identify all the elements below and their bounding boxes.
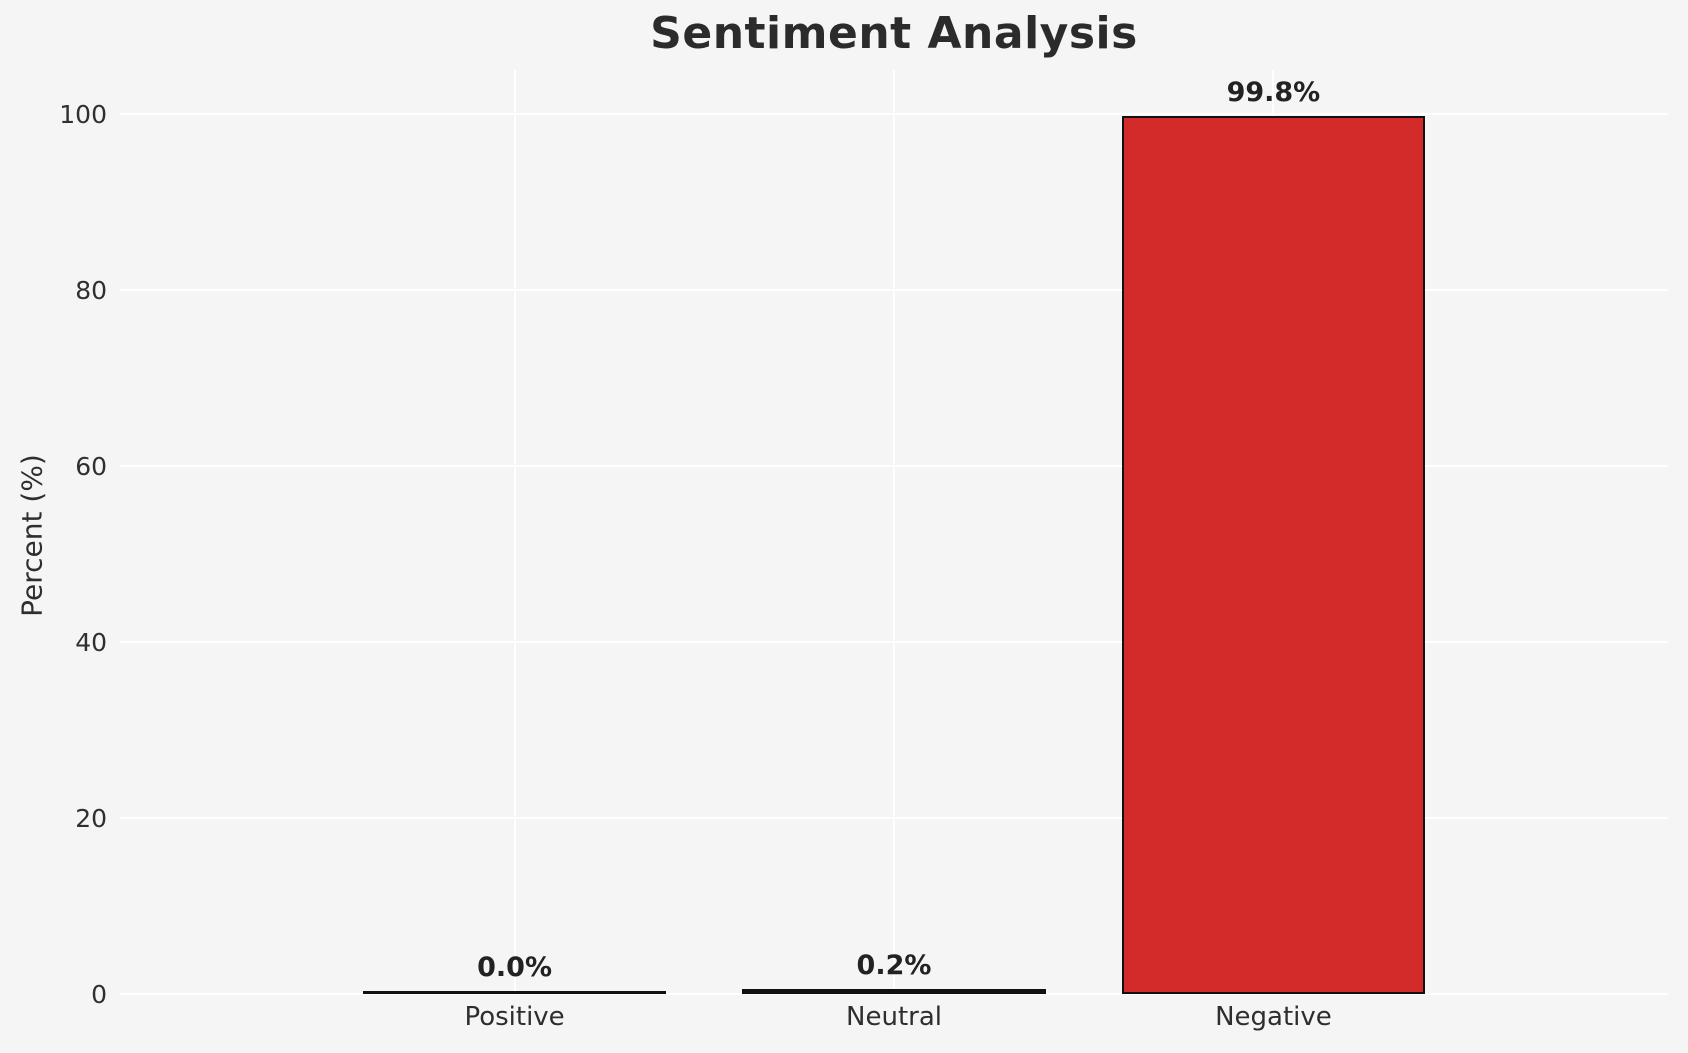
ytick-label-0: 0 [91,980,107,1009]
ytick-label-80: 80 [75,276,107,305]
ytick-label-60: 60 [75,452,107,481]
gridline-x-neutral [893,70,895,994]
value-label-negative: 99.8% [1226,77,1321,108]
value-label-positive: 0.0% [477,952,553,983]
y-axis-label: Percent (%) [15,454,49,617]
chart-title: Sentiment Analysis [650,8,1138,59]
gridline-y-0 [120,993,1668,995]
ytick-label-40: 40 [75,628,107,657]
bar-negative [1121,116,1426,994]
ytick-label-20: 20 [75,804,107,833]
xtick-label-neutral: Neutral [846,1002,942,1032]
gridline-x-positive [513,70,516,994]
value-label-neutral: 0.2% [856,950,932,981]
bar-positive [362,991,667,994]
xtick-label-positive: Positive [464,1002,565,1032]
ytick-label-100: 100 [59,100,107,129]
xtick-label-negative: Negative [1215,1002,1332,1032]
bar-neutral [742,989,1046,994]
plot-area: 0.0% 0.2% 99.8% [120,70,1668,995]
